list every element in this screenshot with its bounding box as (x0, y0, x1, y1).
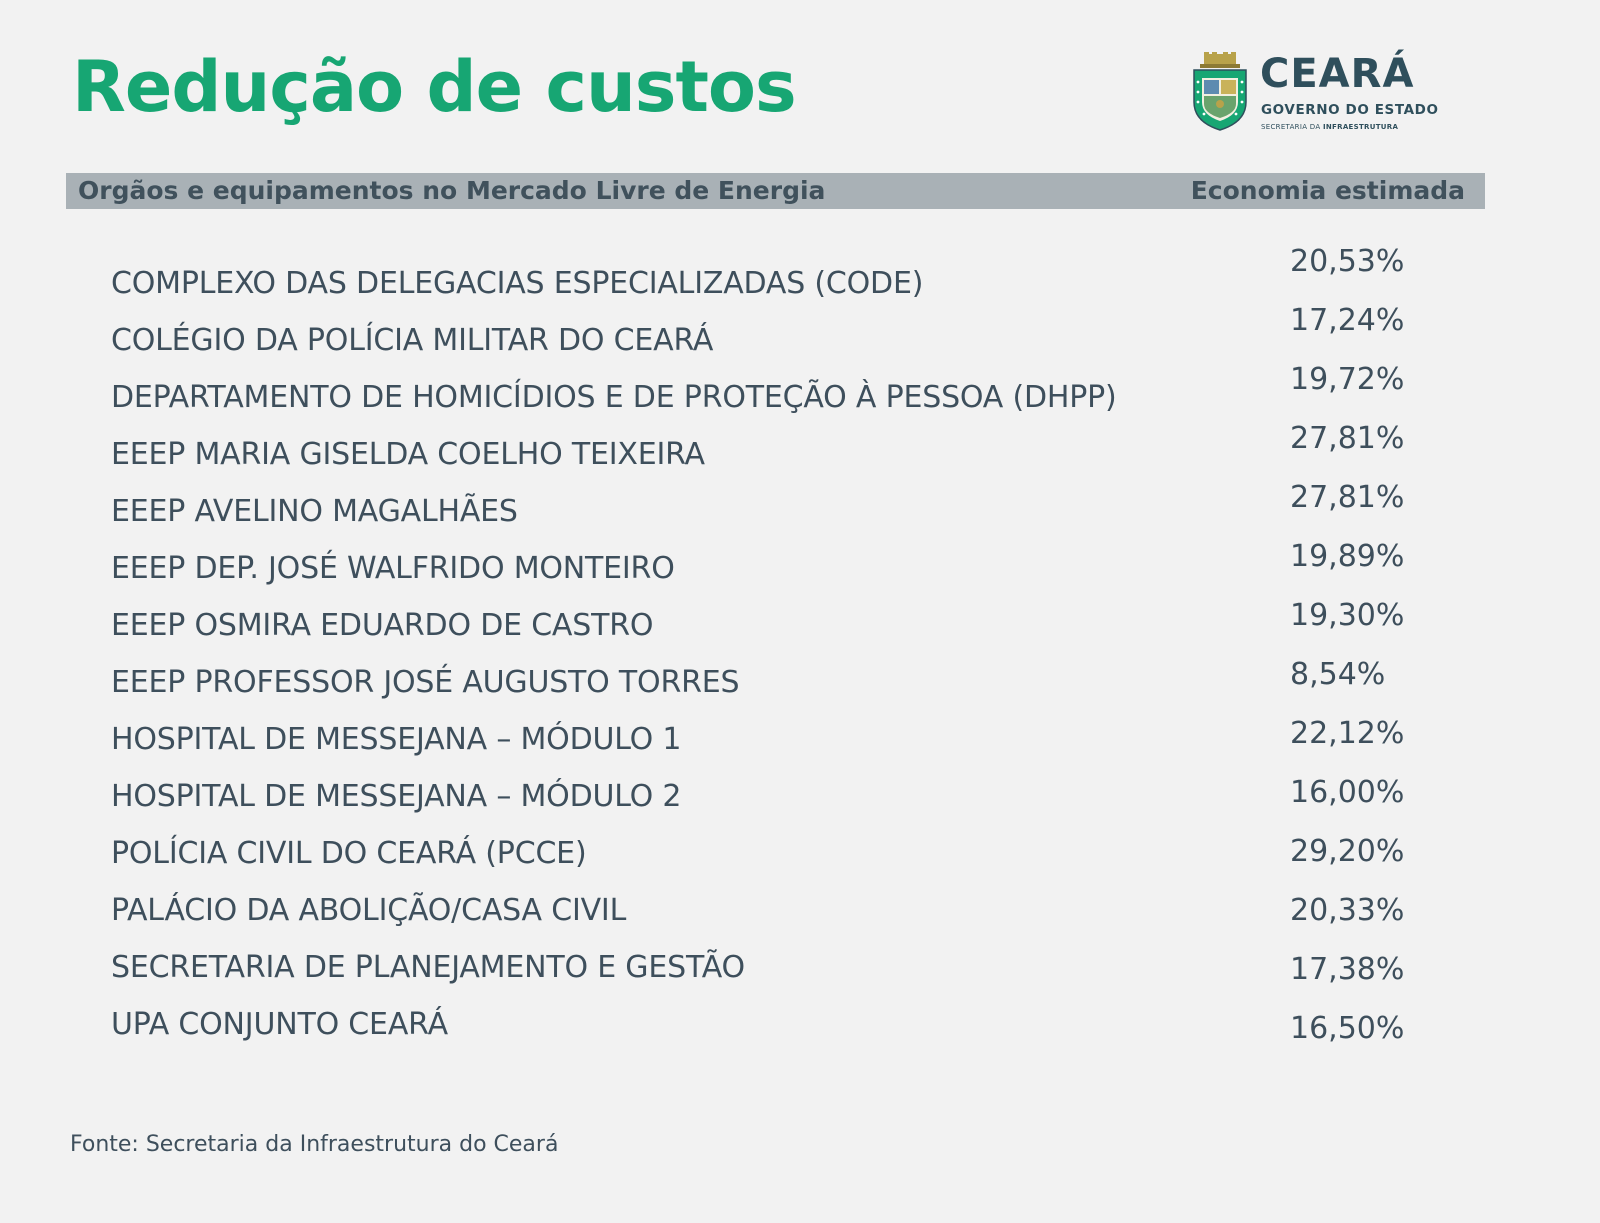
row-name: EEEP MARIA GISELDA COELHO TEIXEIRA (111, 437, 705, 472)
row-value: 8,54% (1290, 657, 1386, 692)
row-name: HOSPITAL DE MESSEJANA – MÓDULO 1 (111, 722, 682, 757)
row-name: EEEP AVELINO MAGALHÃES (111, 494, 518, 529)
row-value: 19,72% (1290, 362, 1405, 397)
row-value: 27,81% (1290, 421, 1405, 456)
row-value: 27,81% (1290, 480, 1405, 515)
row-name: EEEP PROFESSOR JOSÉ AUGUSTO TORRES (111, 665, 740, 700)
state-coat-of-arms-icon (1193, 52, 1247, 131)
row-name: POLÍCIA CIVIL DO CEARÁ (PCCE) (111, 836, 587, 871)
logo-subtitle: GOVERNO DO ESTADO (1261, 102, 1439, 118)
row-value: 29,20% (1290, 834, 1405, 869)
row-name: HOSPITAL DE MESSEJANA – MÓDULO 2 (111, 779, 682, 814)
row-name: EEEP OSMIRA EDUARDO DE CASTRO (111, 608, 654, 643)
logo-department-prefix: SECRETARIA DA (1261, 123, 1323, 131)
row-name: PALÁCIO DA ABOLIÇÃO/CASA CIVIL (111, 893, 627, 928)
source-note: Fonte: Secretaria da Infraestrutura do C… (70, 1132, 559, 1157)
row-name: DEPARTAMENTO DE HOMICÍDIOS E DE PROTEÇÃO… (111, 380, 1117, 415)
row-name: COMPLEXO DAS DELEGACIAS ESPECIALIZADAS (… (111, 266, 924, 301)
row-value: 20,33% (1290, 893, 1405, 928)
logo-brand-text: CEARÁ (1260, 51, 1415, 97)
logo-department-bold: INFRAESTRUTURA (1322, 123, 1399, 131)
logo-department: SECRETARIA DA INFRAESTRUTURA (1261, 123, 1398, 131)
row-name: SECRETARIA DE PLANEJAMENTO E GESTÃO (111, 950, 745, 985)
ceara-government-logo: CEARÁ GOVERNO DO ESTADO SECRETARIA DA IN… (1190, 50, 1450, 136)
row-value: 19,30% (1290, 598, 1405, 633)
row-value: 19,89% (1290, 539, 1405, 574)
row-value: 16,50% (1290, 1011, 1405, 1046)
row-value: 17,38% (1290, 952, 1405, 987)
row-name: EEEP DEP. JOSÉ WALFRIDO MONTEIRO (111, 551, 675, 586)
header-organs-label: Orgãos e equipamentos no Mercado Livre d… (78, 176, 826, 205)
header-economy-label: Economia estimada (1190, 176, 1465, 205)
row-value: 20,53% (1290, 244, 1405, 279)
row-value: 16,00% (1290, 775, 1405, 810)
row-value: 22,12% (1290, 716, 1405, 751)
table-header-bar: Orgãos e equipamentos no Mercado Livre d… (66, 173, 1485, 209)
row-name: COLÉGIO DA POLÍCIA MILITAR DO CEARÁ (111, 323, 714, 358)
page-title: Redução de custos (72, 46, 797, 128)
row-name: UPA CONJUNTO CEARÁ (111, 1007, 448, 1042)
row-value: 17,24% (1290, 303, 1405, 338)
